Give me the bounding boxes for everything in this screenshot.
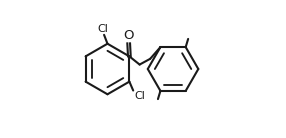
Text: Cl: Cl xyxy=(135,91,146,101)
Text: Cl: Cl xyxy=(97,24,108,34)
Text: O: O xyxy=(124,29,134,42)
